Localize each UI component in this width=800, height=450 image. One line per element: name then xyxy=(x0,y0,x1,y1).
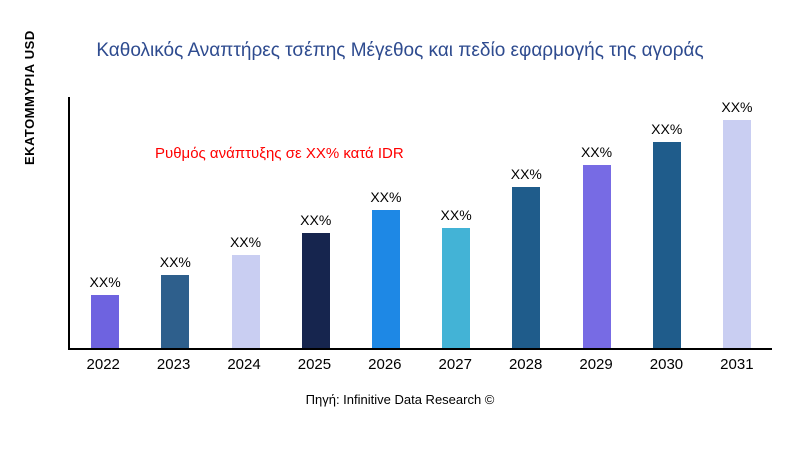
x-tick-2025: 2025 xyxy=(297,356,332,373)
x-tick-2027: 2027 xyxy=(438,356,472,373)
bar-2026 xyxy=(371,209,400,348)
x-tick-2031: 2031 xyxy=(720,356,754,373)
bars-row: XX% XX% XX% XX% XX% XX% XX% XX% XX% XX% xyxy=(70,97,772,348)
bar-group-2028: XX% xyxy=(491,97,561,348)
bar-value-label-2029: XX% xyxy=(580,143,613,160)
bar-group-2025: XX% xyxy=(281,97,351,348)
bar-value-label-2022: XX% xyxy=(89,274,121,291)
plot-area: Ρυθμός ανάπτυξης σε XX% κατά IDR XX% XX% X… xyxy=(68,97,772,350)
bar-2023 xyxy=(161,275,190,348)
x-tick-2024: 2024 xyxy=(227,356,261,373)
bar-2022 xyxy=(91,295,120,348)
bar-group-2029: XX% xyxy=(561,97,631,348)
bar-value-label-2024: XX% xyxy=(229,234,262,251)
bar-group-2023: XX% xyxy=(140,97,210,348)
bar-2031 xyxy=(722,119,751,348)
x-tick-2022: 2022 xyxy=(86,356,120,373)
source-attribution: Πηγή: Infinitive Data Research © xyxy=(305,392,495,407)
bar-2024 xyxy=(231,255,260,348)
bar-group-2027: XX% xyxy=(421,97,491,348)
bar-value-label-2027: XX% xyxy=(440,206,472,223)
x-tick-2028: 2028 xyxy=(508,356,543,373)
bar-value-label-2031: XX% xyxy=(721,98,753,115)
bar-group-2031: XX% xyxy=(702,97,772,348)
bar-2030 xyxy=(652,142,681,348)
x-tick-2026: 2026 xyxy=(368,356,402,373)
bar-2027 xyxy=(442,227,471,348)
bar-2029 xyxy=(582,164,611,348)
x-tick-2029: 2029 xyxy=(579,356,613,373)
bar-value-label-2030: XX% xyxy=(651,121,683,138)
bar-value-label-2026: XX% xyxy=(370,188,402,205)
bar-value-label-2025: XX% xyxy=(300,211,332,228)
x-axis-ticks: 2022 2023 2024 2025 2026 2027 2028 2029 2030 2031 xyxy=(68,356,772,373)
x-tick-2030: 2030 xyxy=(649,356,684,373)
bar-2025 xyxy=(301,232,330,348)
bar-value-label-2028: XX% xyxy=(510,166,542,183)
chart-title: Καθολικός Αναπτήρες τσέπης Μέγεθος και π… xyxy=(96,40,704,61)
bar-2028 xyxy=(512,187,541,348)
bar-group-2024: XX% xyxy=(210,97,280,348)
bar-group-2026: XX% xyxy=(351,97,421,348)
bar-value-label-2023: XX% xyxy=(159,254,191,271)
growth-rate-annotation: Ρυθμός ανάπτυξης σε XX% κατά IDR xyxy=(155,145,404,162)
bar-group-2030: XX% xyxy=(632,97,702,348)
x-tick-2023: 2023 xyxy=(156,356,191,373)
y-axis-label: ΕΚΑΤΟΜΜΥΡΙΑ USD xyxy=(22,30,37,165)
bar-group-2022: XX% xyxy=(70,97,140,348)
